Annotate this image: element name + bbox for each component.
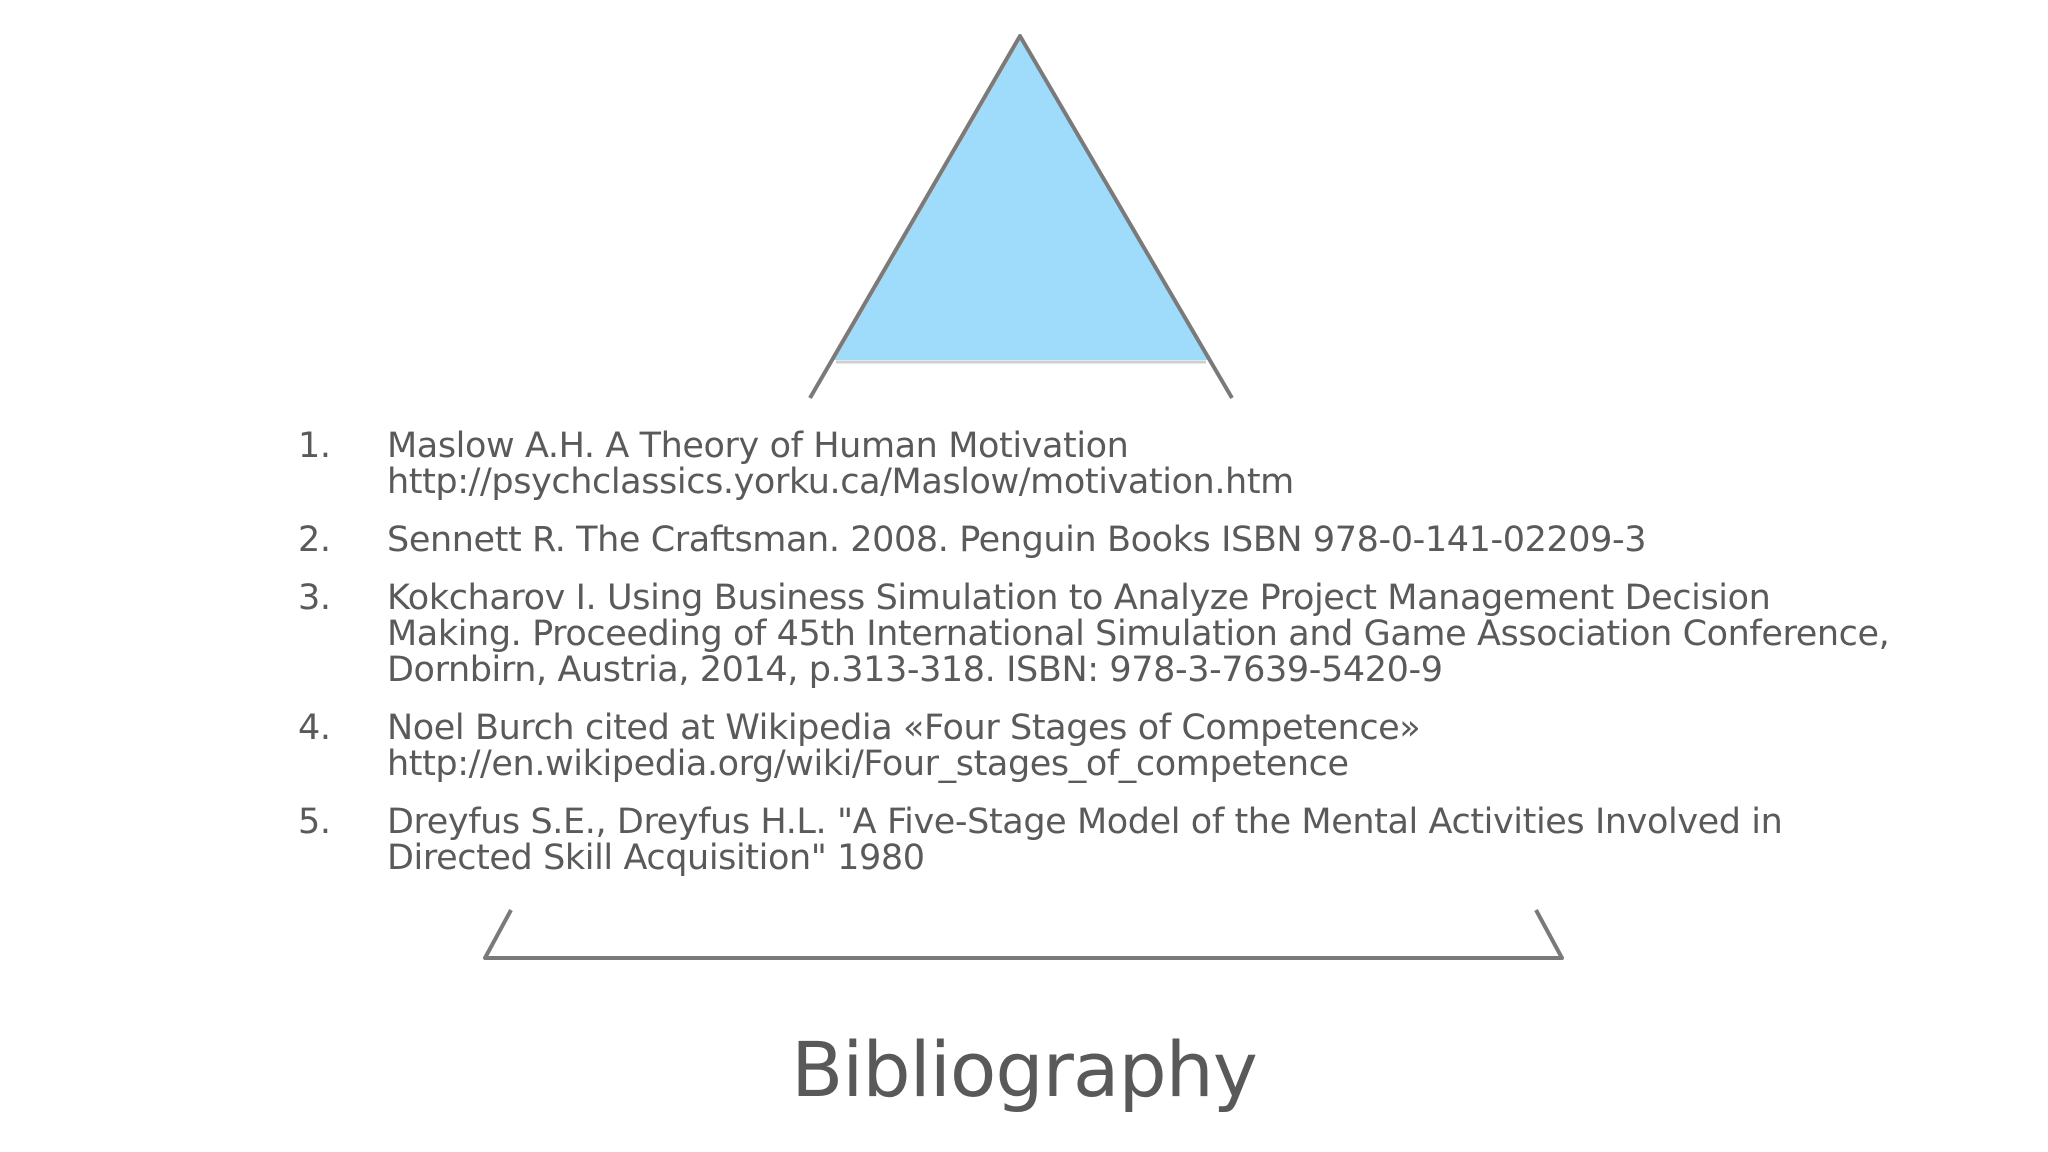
reference-text-line: http://psychclassics.yorku.ca/Maslow/mot… bbox=[387, 462, 1294, 502]
reference-text-line: Dreyfus S.E., Dreyfus H.L. "A Five-Stage… bbox=[387, 802, 1783, 842]
reference-text-line: Sennett R. The Craftsman. 2008. Penguin … bbox=[387, 520, 1647, 560]
reference-number: 2. bbox=[298, 520, 331, 560]
reference-item: 1. Maslow A.H. A Theory of Human Motivati… bbox=[298, 428, 1948, 500]
reference-item: 2. Sennett R. The Craftsman. 2008. Pengui… bbox=[298, 522, 1948, 558]
reference-text-line: Directed Skill Acquisition" 1980 bbox=[387, 838, 925, 878]
reference-text-line: Making. Proceeding of 45th International… bbox=[387, 614, 1890, 654]
slide-title: Bibliography bbox=[791, 1025, 1258, 1114]
reference-number: 3. bbox=[298, 578, 331, 618]
reference-item: 5. Dreyfus S.E., Dreyfus H.L. "A Five-Sta… bbox=[298, 804, 1948, 876]
reference-number: 1. bbox=[298, 426, 331, 466]
reference-text-line: Maslow A.H. A Theory of Human Motivation bbox=[387, 426, 1129, 466]
reference-item: 4. Noel Burch cited at Wikipedia «Four St… bbox=[298, 710, 1948, 782]
reference-text-line: http://en.wikipedia.org/wiki/Four_stages… bbox=[387, 744, 1349, 784]
reference-text-line: Dornbirn, Austria, 2014, p.313-318. ISBN… bbox=[387, 650, 1443, 690]
reference-text-line: Kokcharov I. Using Business Simulation t… bbox=[387, 578, 1771, 618]
reference-text-line: Noel Burch cited at Wikipedia «Four Stag… bbox=[387, 708, 1421, 748]
pyramid-base-outline bbox=[483, 909, 1564, 960]
reference-number: 5. bbox=[298, 802, 331, 842]
bibliography-list: 1. Maslow A.H. A Theory of Human Motivati… bbox=[298, 428, 1948, 898]
reference-item: 3. Kokcharov I. Using Business Simulation… bbox=[298, 580, 1948, 688]
pyramid-top-outline bbox=[808, 34, 1234, 400]
reference-number: 4. bbox=[298, 708, 331, 748]
pyramid-top-fill bbox=[834, 36, 1208, 360]
